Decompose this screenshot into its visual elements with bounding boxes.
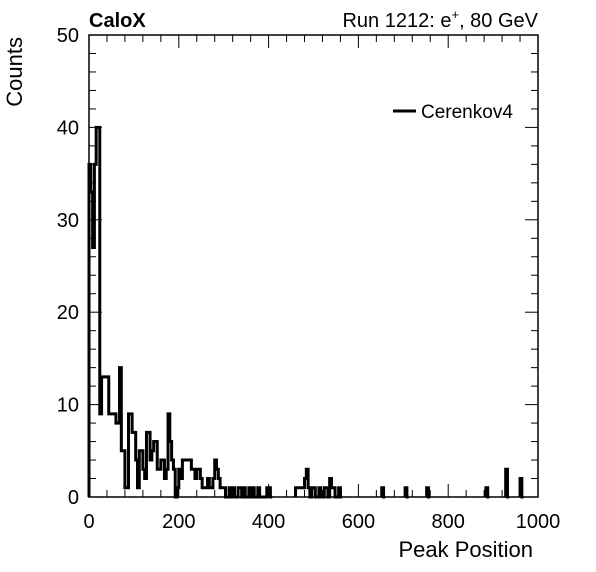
x-tick-label: 600 xyxy=(342,511,375,533)
header-run-text: Run 1212: e xyxy=(342,10,451,32)
header-energy-text: , 80 GeV xyxy=(459,10,539,32)
histogram-bin xyxy=(164,479,166,497)
histogram-series xyxy=(87,125,524,499)
y-axis-title: Counts xyxy=(2,37,27,107)
y-tick-label: 20 xyxy=(57,302,79,324)
x-tick-label: 0 xyxy=(83,511,94,533)
histogram-bin xyxy=(111,414,113,497)
histogram-bin xyxy=(114,414,116,497)
chart-header-right: Run 1212: e+, 80 GeV xyxy=(342,7,538,32)
histogram-bin xyxy=(109,414,111,497)
histogram-bin xyxy=(184,460,186,497)
histogram-bin xyxy=(157,469,159,497)
histogram-bin xyxy=(186,460,188,497)
histogram-bin xyxy=(191,469,193,497)
y-tick-label: 50 xyxy=(57,25,79,47)
histogram-bin xyxy=(112,414,114,497)
x-tick-label: 1000 xyxy=(516,511,561,533)
histogram-bin xyxy=(145,479,147,497)
histogram-bin xyxy=(116,423,118,497)
histogram-bin xyxy=(100,414,102,497)
histogram-bin xyxy=(118,423,120,497)
y-tick-label: 40 xyxy=(57,117,79,139)
histogram-bin xyxy=(105,377,107,497)
chart-header-left: CaloX xyxy=(89,10,146,32)
header-charge-superscript: + xyxy=(451,7,459,22)
histogram-bin xyxy=(103,377,105,497)
histogram-bin xyxy=(188,460,190,497)
y-tick-label: 30 xyxy=(57,210,79,232)
histogram-bin xyxy=(121,451,123,497)
x-tick-label: 400 xyxy=(252,511,285,533)
axis-tick-labels: 0 200 400 600 800 1000 0 10 20 30 40 50 xyxy=(57,25,561,533)
x-tick-label: 200 xyxy=(162,511,195,533)
y-tick-label: 10 xyxy=(57,395,79,417)
y-tick-label: 0 xyxy=(68,487,79,509)
histogram-bin xyxy=(181,479,183,497)
legend-label-cerenkov4: Cerenkov4 xyxy=(421,102,513,123)
histogram-bin xyxy=(132,432,134,497)
x-axis-title: Peak Position xyxy=(398,537,533,562)
histogram-bin xyxy=(150,460,152,497)
x-tick-label: 800 xyxy=(432,511,465,533)
legend: Cerenkov4 xyxy=(393,102,513,123)
histogram-outline-cerenkov4 xyxy=(87,125,524,499)
